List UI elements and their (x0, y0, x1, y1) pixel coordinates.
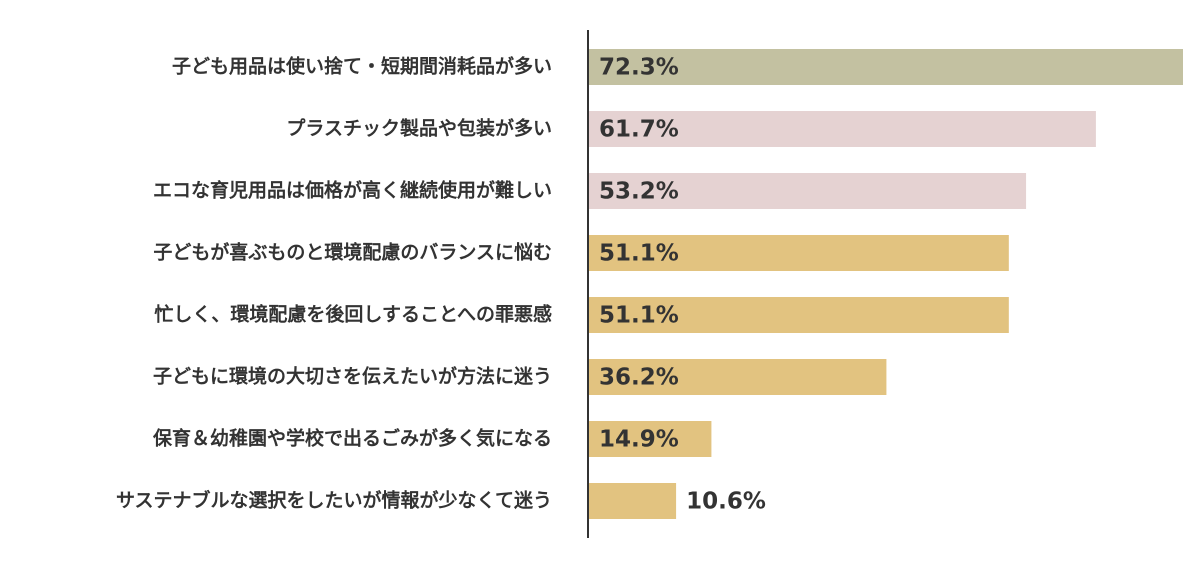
value-label: 10.6% (686, 489, 766, 515)
value-label: 61.7% (599, 117, 679, 143)
bar (589, 235, 1009, 271)
bar (589, 483, 677, 519)
category-label: エコな育児用品は価格が高く継続使用が難しい (153, 179, 552, 202)
bar (589, 173, 1027, 209)
bar (589, 359, 887, 395)
bar (589, 111, 1096, 147)
value-label: 14.9% (599, 427, 679, 453)
category-label: 子どもに環境の大切さを伝えたいが方法に迷う (153, 365, 552, 388)
category-label: 子ども用品は使い捨て・短期間消耗品が多い (172, 55, 552, 78)
value-label: 53.2% (599, 179, 679, 205)
value-label: 51.1% (599, 241, 679, 267)
bar (589, 49, 1183, 85)
category-label: サステナブルな選択をしたいが情報が少なくて迷う (116, 489, 552, 512)
value-label: 51.1% (599, 303, 679, 329)
category-label: 忙しく、環境配慮を後回しすることへの罪悪感 (154, 303, 552, 326)
value-label: 72.3% (599, 55, 679, 81)
category-label: プラスチック製品や包装が多い (286, 117, 552, 140)
category-label: 子どもが喜ぶものと環境配慮のバランスに悩む (153, 241, 552, 264)
bar (589, 297, 1009, 333)
category-label: 保育＆幼稚園や学校で出るごみが多く気になる (152, 427, 552, 450)
value-label: 36.2% (599, 365, 679, 391)
bar (589, 421, 712, 457)
